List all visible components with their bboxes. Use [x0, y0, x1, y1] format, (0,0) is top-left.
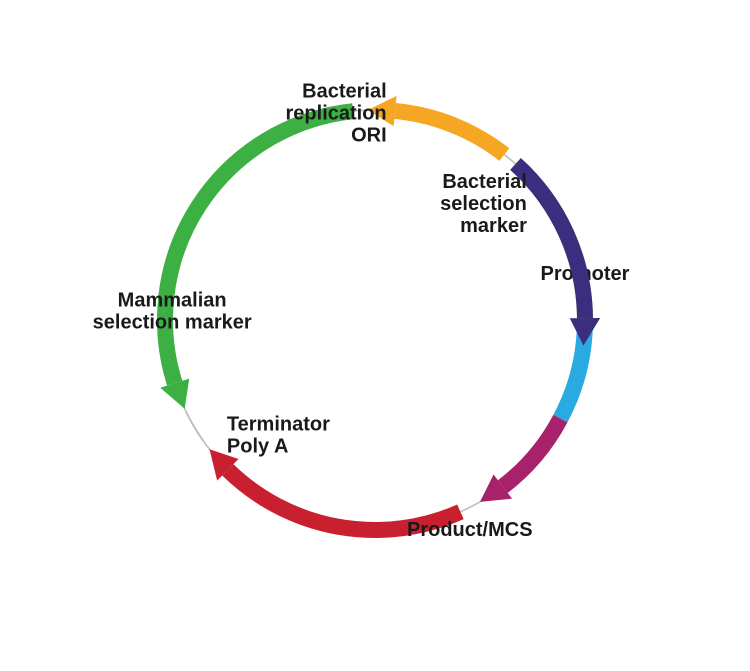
segment-bacterial-ori [395, 111, 504, 155]
label-bacterial-marker: Bacterialselectionmarker [440, 171, 527, 237]
segment-promoter-magenta [503, 419, 561, 487]
arrowhead [570, 318, 600, 346]
segment-terminator [186, 412, 203, 440]
label-mammalian-marker: Mammalianselection marker [93, 290, 252, 334]
label-product-mcs: Product/MCS [407, 519, 533, 541]
label-terminator: TerminatorPoly A [227, 413, 330, 457]
plasmid-diagram: PromoterProduct/MCSTerminatorPoly AMamma… [0, 0, 750, 671]
segment-mammalian-marker [165, 111, 353, 383]
label-bacterial-ori: BacterialreplicationORI [286, 81, 387, 147]
